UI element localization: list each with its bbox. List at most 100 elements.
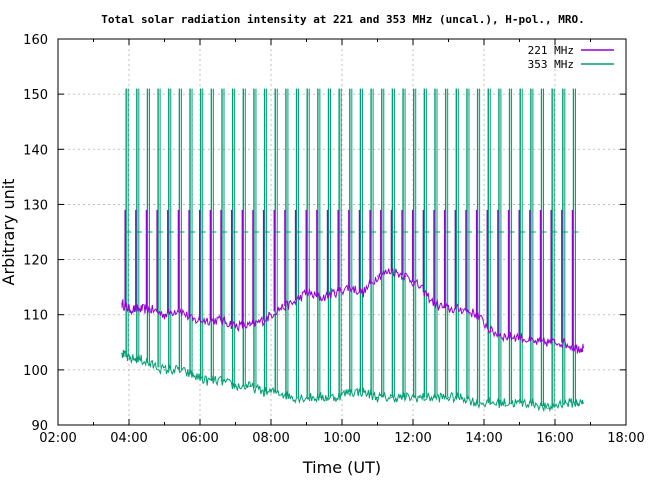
y-tick-label: 130 <box>23 198 48 213</box>
series-point <box>128 308 130 310</box>
series-point <box>320 396 322 399</box>
series-point <box>476 314 478 316</box>
series-point <box>391 396 393 399</box>
series-point <box>320 297 322 299</box>
series-point <box>149 308 151 310</box>
series-point <box>462 396 464 399</box>
series-point <box>419 396 421 399</box>
series-point <box>547 341 549 343</box>
series-point <box>178 369 180 371</box>
series-point <box>291 303 293 305</box>
y-axis-label: Arbitrary unit <box>0 179 18 286</box>
y-tick-label: 160 <box>23 33 48 48</box>
series-point <box>249 385 251 387</box>
series-point <box>128 358 130 360</box>
series-point <box>561 341 563 343</box>
series-point <box>433 303 435 305</box>
series-point <box>561 402 563 404</box>
y-tick-label: 100 <box>23 364 48 379</box>
series-lines <box>121 267 585 413</box>
series-point <box>582 402 585 404</box>
chart-title: Total solar radiation intensity at 221 a… <box>101 13 584 26</box>
series-point <box>206 319 208 321</box>
series-point <box>305 396 308 399</box>
series-point <box>139 358 141 360</box>
series-point <box>334 396 336 399</box>
series-point <box>575 402 577 404</box>
series-point <box>419 286 421 288</box>
y-tick-label: 150 <box>23 88 48 103</box>
series-point <box>149 363 151 365</box>
series-point <box>518 402 521 404</box>
series-point <box>305 292 308 294</box>
series-point <box>249 325 251 327</box>
series-point <box>476 402 478 404</box>
series-point <box>376 275 379 277</box>
series-point <box>192 374 194 376</box>
series-point <box>220 319 222 321</box>
x-tick-label: 10:00 <box>323 431 360 446</box>
x-tick-label: 04:00 <box>110 431 147 446</box>
series-0 <box>121 267 585 355</box>
series-point <box>447 396 450 399</box>
series-point <box>163 369 166 371</box>
series-point <box>533 341 535 343</box>
series-point <box>291 396 293 399</box>
series-point <box>376 396 379 399</box>
x-tick-label: 08:00 <box>252 431 289 446</box>
x-tick-label: 02:00 <box>39 431 76 446</box>
series-point <box>362 292 364 294</box>
series-line-0 <box>121 267 584 355</box>
series-point <box>582 347 585 349</box>
series-point <box>277 391 279 393</box>
series-point <box>490 330 492 332</box>
legend-label: 221 MHz <box>528 44 574 57</box>
series-point <box>234 325 237 327</box>
series-point <box>263 319 265 321</box>
series-point <box>533 402 535 404</box>
x-tick-label: 14:00 <box>465 431 502 446</box>
grid <box>58 39 626 425</box>
x-tick-label: 18:00 <box>607 431 644 446</box>
series-point <box>220 380 222 382</box>
series-line-1 <box>121 349 584 413</box>
x-axis-label: Time (UT) <box>302 458 381 477</box>
series-point <box>263 391 265 393</box>
series-point <box>334 292 336 294</box>
series-point <box>504 336 506 338</box>
y-tick-label: 140 <box>23 143 48 158</box>
series-point <box>504 402 506 404</box>
x-tick-label: 16:00 <box>536 431 573 446</box>
series-point <box>391 270 393 272</box>
series-point <box>447 308 450 310</box>
x-tick-label: 12:00 <box>394 431 431 446</box>
y-tick-label: 90 <box>31 419 48 434</box>
series-point <box>547 407 549 410</box>
x-tick-label: 06:00 <box>181 431 218 446</box>
series-point <box>518 336 521 338</box>
series-point <box>575 347 577 349</box>
series-point <box>362 391 364 393</box>
series-point <box>192 319 194 321</box>
series-point <box>405 396 407 399</box>
spikes-353mhz <box>124 88 579 407</box>
series-point <box>163 314 166 316</box>
series-point <box>490 402 492 404</box>
series-point <box>121 303 123 305</box>
legend-label: 353 MHz <box>528 58 574 71</box>
series-point <box>206 380 208 382</box>
series-1 <box>121 349 585 413</box>
y-tick-label: 110 <box>23 309 48 324</box>
series-point <box>277 308 279 310</box>
series-point <box>462 308 464 310</box>
series-point <box>405 275 407 277</box>
axis-ticks: 90 100 110 120 130 140 150 160 02:00 04:00 06:00 08… <box>23 33 645 446</box>
series-point <box>234 385 237 387</box>
y-tick-label: 120 <box>23 254 48 269</box>
series-point <box>348 286 350 288</box>
series-point <box>139 308 141 310</box>
series-point <box>348 391 350 393</box>
